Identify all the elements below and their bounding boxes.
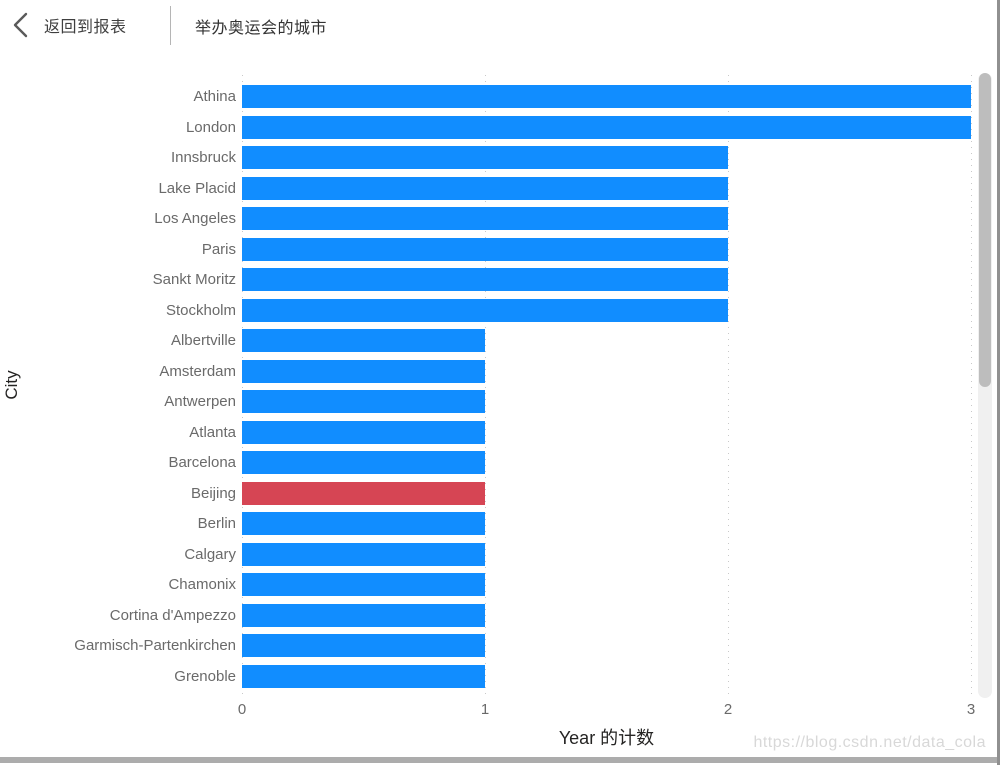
bar-chart: 0 1 2 3 Athina London Innsbruck Lake Placid Los … — [0, 48, 1000, 718]
back-to-report-label: 返回到报表 — [44, 19, 127, 36]
bar-lake-placid[interactable] — [242, 176, 728, 200]
category-label: Albertville — [170, 332, 236, 349]
x-axis-title: Year 的计数 — [558, 728, 655, 748]
bar-antwerpen[interactable] — [242, 390, 485, 413]
y-axis-title: City — [2, 370, 21, 400]
bar-innsbruck[interactable] — [242, 146, 728, 169]
category-label: Chamonix — [168, 576, 236, 593]
bar-los-angeles[interactable] — [242, 207, 728, 230]
bar-calgary[interactable] — [242, 542, 485, 566]
header-divider — [170, 6, 171, 45]
vertical-scrollbar-thumb[interactable] — [979, 73, 991, 387]
bar-athina[interactable] — [242, 85, 971, 108]
category-label: Innsbruck — [170, 149, 236, 166]
x-gridline — [485, 75, 486, 695]
bar-stockholm[interactable] — [242, 298, 728, 322]
bar-berlin[interactable] — [242, 512, 485, 535]
category-label: Calgary — [184, 545, 236, 563]
vertical-scrollbar-track[interactable] — [978, 73, 992, 698]
bar-amsterdam[interactable] — [242, 359, 485, 383]
x-tick-label: 0 — [237, 701, 247, 718]
bar-grenoble[interactable] — [242, 664, 485, 688]
category-label: Paris — [201, 240, 236, 258]
bar-chamonix[interactable] — [242, 573, 485, 596]
x-tick-label: 1 — [480, 701, 490, 718]
category-label: Amsterdam — [159, 362, 236, 380]
back-to-report-button[interactable]: 返回到报表 — [10, 10, 127, 40]
category-label: Barcelona — [168, 454, 236, 471]
x-gridline — [242, 75, 243, 695]
category-label: Sankt Moritz — [152, 271, 236, 288]
category-label: Los Angeles — [154, 210, 236, 227]
bar-barcelona[interactable] — [242, 451, 485, 474]
category-label: Berlin — [197, 515, 236, 532]
chevron-left-icon — [10, 12, 30, 38]
category-label: Cortina d'Ampezzo — [109, 606, 236, 624]
x-gridline — [728, 75, 729, 695]
category-label: Antwerpen — [164, 393, 236, 410]
bar-atlanta[interactable] — [242, 420, 485, 444]
bar-cortina-d-ampezzo[interactable] — [242, 603, 485, 627]
watermark-text: https://blog.csdn.net/data_cola — [753, 734, 986, 751]
x-tick-label: 3 — [966, 701, 976, 718]
bar-sankt-moritz[interactable] — [242, 268, 728, 291]
category-label: London — [185, 118, 236, 136]
bar-albertville[interactable] — [242, 329, 485, 352]
category-label: Atlanta — [189, 423, 236, 441]
category-label: Athina — [193, 88, 236, 105]
category-label: Lake Placid — [158, 179, 236, 197]
x-tick-label: 2 — [723, 701, 733, 718]
bar-paris[interactable] — [242, 237, 728, 261]
category-label: Stockholm — [165, 301, 236, 319]
header-bar: 返回到报表 举办奥运会的城市 — [0, 0, 1000, 48]
bar-london[interactable] — [242, 115, 971, 139]
category-label: Beijing — [190, 484, 236, 502]
category-label: Garmisch-Partenkirchen — [74, 637, 236, 654]
horizontal-scrollbar[interactable] — [0, 757, 997, 763]
window-right-border — [997, 0, 1000, 765]
bar-garmisch-partenkirchen[interactable] — [242, 634, 485, 657]
x-gridline — [971, 75, 972, 695]
category-label: Grenoble — [174, 667, 236, 685]
page-title: 举办奥运会的城市 — [195, 20, 328, 37]
bar-beijing[interactable] — [242, 481, 485, 505]
